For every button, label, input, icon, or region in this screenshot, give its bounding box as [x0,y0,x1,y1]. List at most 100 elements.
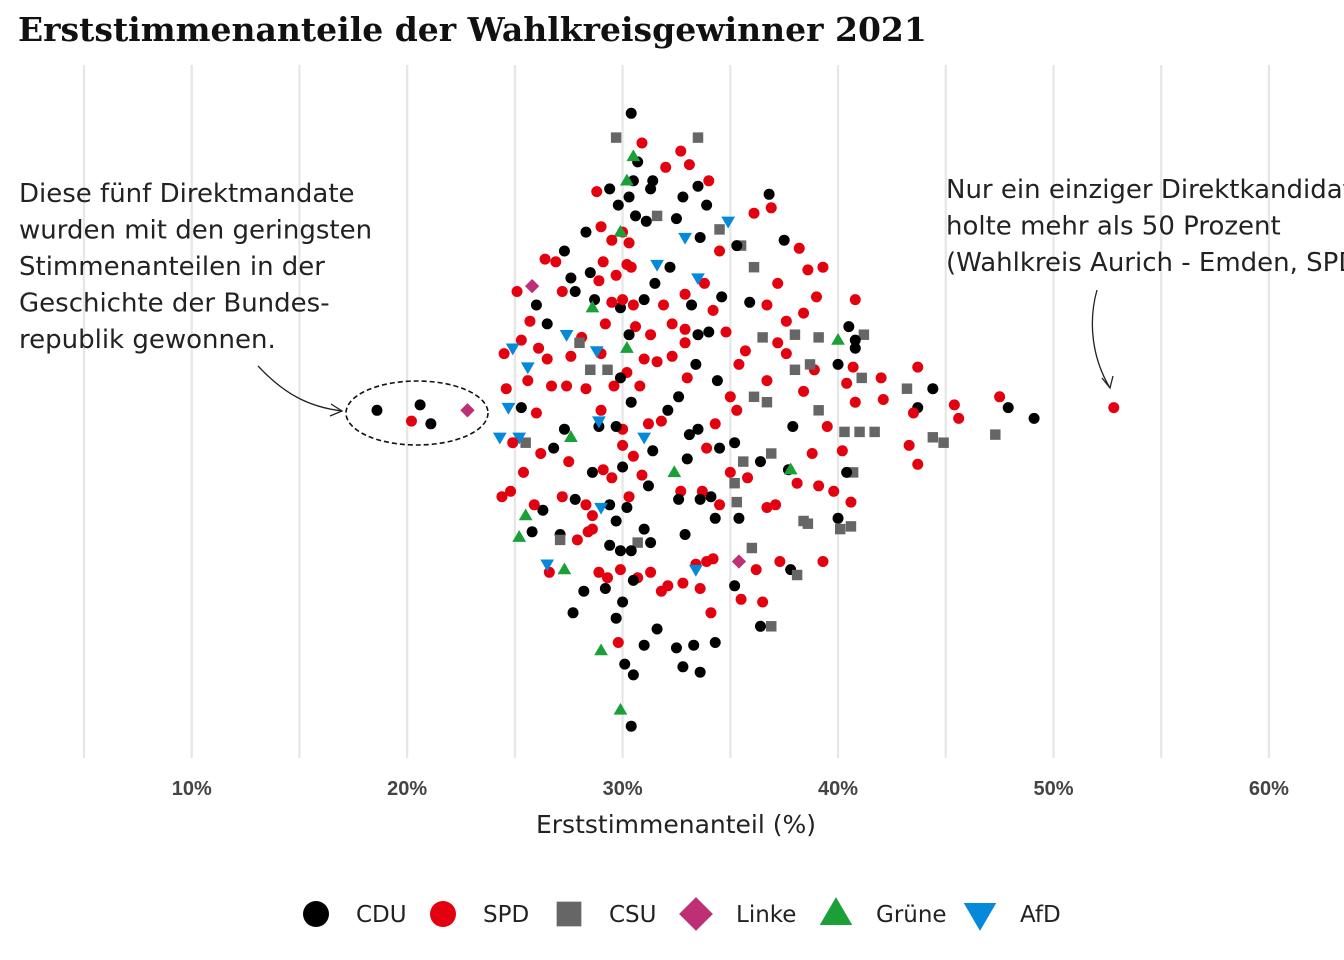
data-point-spd [912,361,924,373]
data-point-cdu [677,661,689,673]
data-point-cdu [651,623,663,635]
data-point-cdu [584,267,596,279]
data-point-spd [580,499,592,511]
data-point-spd [528,499,540,511]
data-point-spd [772,337,784,349]
data-point-cdu [640,215,652,227]
data-point-csu [791,569,803,581]
data-point-spd [817,261,829,273]
legend-label: SPD [483,902,529,928]
data-point-cdu [832,512,844,524]
data-point-spd [733,358,745,370]
data-point-spd [586,510,598,522]
data-point-cdu [754,456,766,468]
data-point-csu [901,383,913,394]
data-point-spd [724,391,736,403]
data-point-cdu [569,286,581,297]
data-points [371,107,1120,732]
legend-item-linke: Linke [679,897,796,931]
data-point-csu [610,132,622,143]
data-point-spd [565,350,577,362]
data-point-spd [617,439,629,451]
data-point-csu [746,542,758,554]
data-point-cdu [604,539,616,551]
x-tick-label: 60% [1249,778,1289,800]
data-point-cdu [537,504,549,516]
data-point-spd [645,566,657,578]
data-point-spd [828,485,840,497]
data-point-spd [907,407,919,419]
data-point-spd [533,342,545,354]
x-tick-labels: 10% 20% 30% 40% 50% 60% [172,778,1289,800]
data-point-cdu [731,240,743,252]
annotation-line: holte mehr als 50 Prozent [946,212,1281,242]
data-point-cdu [610,515,622,527]
data-point-csu [520,437,531,448]
data-point-spd [666,350,678,362]
data-point-cdu [763,188,775,200]
data-point-cdu [610,421,622,432]
data-point-spd [580,383,592,395]
data-point-spd [875,372,887,384]
data-point-spd [541,353,553,365]
data-point-spd [731,404,743,416]
data-point-cdu [729,437,741,449]
data-point-grüne [620,173,634,186]
data-point-grüne [564,430,578,442]
data-point-csu [757,332,768,343]
data-point-csu [839,426,850,438]
data-point-cdu [558,423,570,435]
data-point-csu [798,515,809,527]
data-point-afd [594,502,608,515]
data-point-spd [847,361,859,373]
data-point-spd [698,277,710,289]
x-axis-label: Erststimmenanteil (%) [536,810,816,839]
legend-marker [303,901,329,927]
data-point-spd [606,472,618,484]
data-point-csu [602,364,613,376]
data-point-cdu [841,466,853,478]
annotation-over-fifty: Nur ein einziger Direktkandidat holte meh… [946,175,1344,278]
data-point-afd [512,432,527,445]
data-point-cdu [670,642,682,654]
annotation-line: wurden mit den geringsten [19,216,372,246]
data-point-cdu [744,296,756,308]
data-point-spd [681,372,693,384]
data-point-csu [856,372,867,384]
data-point-spd [595,221,607,233]
data-point-spd [651,356,663,368]
data-point-spd [500,383,512,395]
data-point-spd [505,485,517,497]
data-point-cdu [832,358,844,370]
data-point-afd [540,559,555,572]
data-point-spd [627,450,639,462]
data-point-spd [546,380,558,392]
data-point-cdu [664,261,676,273]
data-point-spd [675,145,687,157]
data-point-afd [691,273,705,286]
data-point-cdu [625,396,637,408]
data-point-spd [627,299,639,311]
data-point-cdu [787,421,799,432]
data-point-spd [821,421,833,432]
data-point-cdu [567,607,579,619]
data-point-cdu [692,329,704,341]
data-point-grüne [626,149,641,162]
data-point-spd [515,334,527,346]
data-point-spd [606,296,618,308]
data-point-cdu [627,574,639,586]
data-point-cdu [425,418,437,430]
data-point-spd [630,321,642,333]
data-point-afd [501,402,516,415]
data-point-cdu [625,545,637,557]
annotation-line: republik gewonnen. [19,325,276,355]
data-point-cdu [627,669,639,681]
data-point-spd [666,318,678,330]
data-point-afd [637,432,652,445]
data-point-cdu [589,294,601,306]
data-point-spd [836,445,848,457]
data-point-spd [817,556,829,567]
data-point-spd [610,269,622,281]
data-point-afd [650,259,664,272]
data-point-cdu [683,429,695,441]
